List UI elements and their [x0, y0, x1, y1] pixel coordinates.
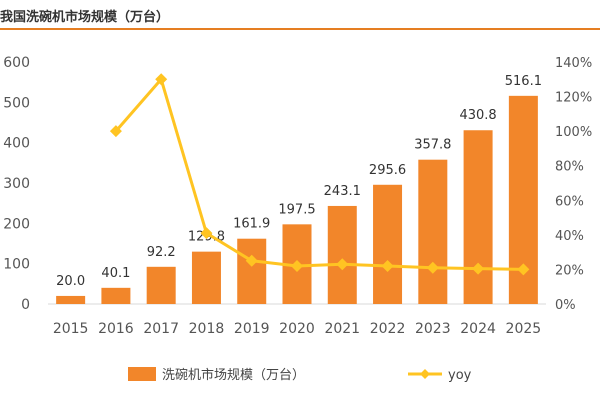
bar-value-label: 197.5: [278, 202, 315, 217]
bar-value-label: 161.9: [233, 217, 270, 232]
chart-title: 我国洗碗机市场规模（万台）: [0, 10, 170, 25]
yoy-point: [426, 261, 439, 274]
x-tick-label: 2016: [98, 321, 134, 337]
x-tick-label: 2019: [234, 321, 270, 337]
bar-2016: [101, 287, 131, 304]
x-tick-label: 2018: [189, 321, 225, 337]
bar-2023: [418, 159, 448, 304]
bar-2024: [463, 130, 493, 304]
y-right-tick-label: 20%: [555, 263, 584, 278]
y-right-tick-label: 60%: [555, 194, 584, 209]
x-tick-label: 2021: [324, 321, 360, 337]
x-tick-label: 2015: [53, 321, 89, 337]
right-axis: 0% 20% 40% 60% 80% 100% 120% 140%: [555, 56, 592, 313]
yoy-point: [109, 125, 122, 138]
y-left-tick-label: 0: [21, 297, 30, 313]
y-left-tick-label: 500: [3, 95, 30, 111]
bar-value-label: 430.8: [459, 108, 496, 123]
bar-2017: [146, 266, 176, 304]
legend-bar-swatch: [128, 367, 156, 381]
bar-value-label: 295.6: [369, 163, 406, 178]
y-right-tick-label: 120%: [555, 91, 592, 106]
y-left-tick-label: 600: [3, 55, 30, 71]
yoy-line: [114, 77, 524, 271]
x-tick-label: 2024: [460, 321, 496, 337]
y-left-tick-label: 100: [3, 257, 30, 273]
yoy-point: [200, 227, 213, 240]
y-left-tick-label: 300: [3, 176, 30, 192]
bar-2021: [327, 205, 357, 304]
x-tick-label: 2017: [143, 321, 179, 337]
bar-value-label: 357.8: [414, 138, 451, 153]
y-right-tick-label: 80%: [555, 160, 584, 175]
x-tick-label: 2020: [279, 321, 315, 337]
bar-series: [56, 95, 538, 305]
yoy-point: [336, 258, 349, 271]
y-right-tick-label: 140%: [555, 56, 592, 71]
title-divider: [0, 28, 600, 30]
yoy-point: [472, 262, 485, 275]
x-tick-label: 2025: [506, 321, 542, 337]
bar-value-label: 20.0: [56, 274, 85, 289]
yoy-point: [245, 254, 258, 267]
bar-data-labels: 20.040.192.2129.8161.9197.5243.1295.6357…: [56, 74, 542, 289]
bar-value-label: 516.1: [505, 74, 542, 89]
bar-value-label: 243.1: [324, 184, 361, 199]
legend: 洗碗机市场规模（万台） yoy: [128, 367, 472, 383]
y-right-tick-label: 40%: [555, 229, 584, 244]
legend-line-marker: [420, 369, 430, 379]
bar-2019: [237, 238, 267, 304]
legend-line-label: yoy: [448, 368, 472, 383]
bar-2015: [56, 295, 86, 304]
x-axis-ticks: 2015 2016 2017 2018 2019 2020 2021 2022 2023 2024…: [53, 321, 541, 337]
y-right-tick-label: 100%: [555, 125, 592, 140]
bar-2022: [373, 184, 403, 304]
x-tick-label: 2022: [370, 321, 406, 337]
yoy-point: [291, 259, 303, 272]
y-left-tick-label: 200: [3, 216, 30, 232]
yoy-point: [155, 73, 168, 86]
yoy-line-series: [109, 73, 530, 276]
yoy-point: [381, 259, 394, 272]
bar-2018: [191, 251, 221, 304]
bar-value-label: 92.2: [147, 245, 176, 260]
bar-value-label: 40.1: [101, 266, 130, 281]
yoy-point: [517, 263, 530, 276]
legend-bar-label: 洗碗机市场规模（万台）: [162, 367, 305, 383]
y-right-tick-label: 0%: [555, 298, 576, 313]
y-left-tick-label: 400: [3, 136, 30, 152]
x-tick-label: 2023: [415, 321, 451, 337]
left-axis: 0 100 200 300 400 500 600: [3, 55, 30, 313]
